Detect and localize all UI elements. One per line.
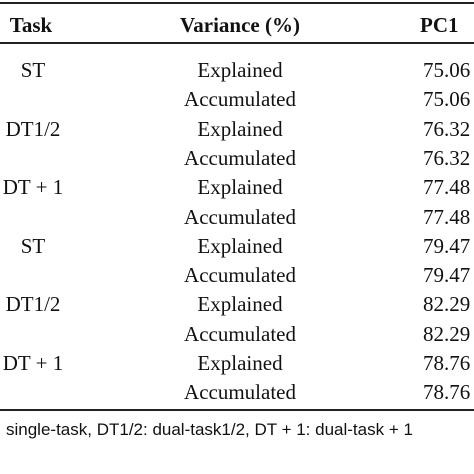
pc1-cell: 78.76 xyxy=(423,351,471,375)
variance-cell: Accumulated xyxy=(184,204,296,229)
header-pc1: PC1 xyxy=(420,13,459,37)
pc1-cell: 82.29 xyxy=(423,292,471,317)
pc1-cell: 76.32 xyxy=(423,116,471,141)
variance-cell: Accumulated xyxy=(184,145,296,170)
pc1-cell: 79.47 xyxy=(423,263,471,288)
header-rule xyxy=(0,42,474,44)
variance-cell: Explained xyxy=(197,175,283,200)
pc1-cell: 79.47 xyxy=(423,233,471,258)
pc1-cell: 77.48 xyxy=(423,204,471,229)
variance-cell: Explained xyxy=(197,351,283,375)
top-rule xyxy=(0,2,474,4)
pc1-cell: 78.76 xyxy=(423,380,471,405)
variance-cell: Explained xyxy=(197,292,283,317)
pc1-cell: 75.06 xyxy=(423,58,471,82)
header-variance: Variance (%) xyxy=(180,13,300,37)
pc1-cell: 76.32 xyxy=(423,145,471,170)
task-cell: DT + 1 xyxy=(2,351,64,375)
task-cell: DT1/2 xyxy=(5,116,61,141)
footnote: single-task, DT1/2: dual-task1/2, DT + 1… xyxy=(6,420,413,439)
task-cell: DT1/2 xyxy=(5,292,61,317)
pc1-cell: 77.48 xyxy=(423,175,471,200)
variance-cell: Explained xyxy=(197,233,283,258)
variance-cell: Accumulated xyxy=(184,321,296,346)
variance-cell: Accumulated xyxy=(184,87,296,112)
variance-cell: Explained xyxy=(197,116,283,141)
pc1-cell: 75.06 xyxy=(423,87,471,112)
bottom-rule xyxy=(0,409,474,411)
variance-cell: Accumulated xyxy=(184,263,296,288)
task-cell: DT + 1 xyxy=(2,175,64,200)
header-task: Task xyxy=(9,13,53,37)
task-cell: ST xyxy=(20,233,46,258)
task-cell: ST xyxy=(20,58,46,82)
pc1-cell: 82.29 xyxy=(423,321,471,346)
variance-cell: Accumulated xyxy=(184,380,296,405)
variance-cell: Explained xyxy=(197,58,283,82)
